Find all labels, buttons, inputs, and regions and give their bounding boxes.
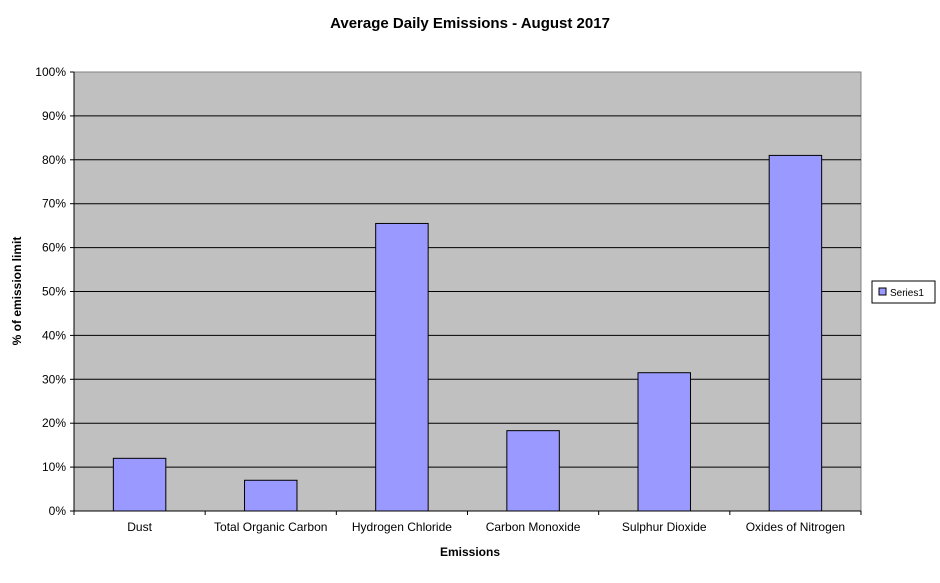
y-tick-label: 0% (49, 504, 67, 518)
y-tick-label: 10% (42, 460, 66, 474)
bar (637, 372, 691, 512)
x-tick-label: Hydrogen Chloride (352, 520, 452, 534)
y-tick-label: 20% (42, 416, 66, 430)
x-axis-title: Emissions (440, 545, 500, 559)
y-tick-label: 30% (42, 372, 66, 386)
x-tick-label: Oxides of Nitrogen (746, 520, 845, 534)
y-tick-label: 50% (42, 285, 66, 299)
gridlines (74, 115, 861, 468)
x-tick-label: Total Organic Carbon (214, 520, 327, 534)
bar (506, 430, 560, 512)
x-axis-ticks: Dust Total Organic Carbon Hydrogen Chlorid… (73, 511, 862, 534)
y-tick-label: 80% (42, 153, 66, 167)
legend-swatch (878, 287, 887, 296)
x-tick-label: Dust (127, 520, 152, 534)
y-axis-title: % of emission limit (10, 237, 24, 346)
bar (244, 479, 298, 512)
x-tick-label: Sulphur Dioxide (622, 520, 707, 534)
bars (112, 154, 823, 512)
x-tick-label: Carbon Monoxide (486, 520, 581, 534)
chart-title: Average Daily Emissions - August 2017 (330, 15, 610, 32)
bar (768, 154, 823, 512)
y-tick-label: 100% (35, 65, 66, 79)
bar (112, 457, 167, 512)
legend-label: Series1 (890, 288, 924, 299)
y-tick-label: 90% (42, 109, 66, 123)
bar (375, 222, 429, 512)
y-tick-label: 70% (42, 197, 66, 211)
y-tick-label: 40% (42, 328, 66, 342)
legend-box (871, 280, 936, 304)
y-tick-label: 60% (42, 241, 66, 255)
legend: Series1 (871, 280, 936, 304)
